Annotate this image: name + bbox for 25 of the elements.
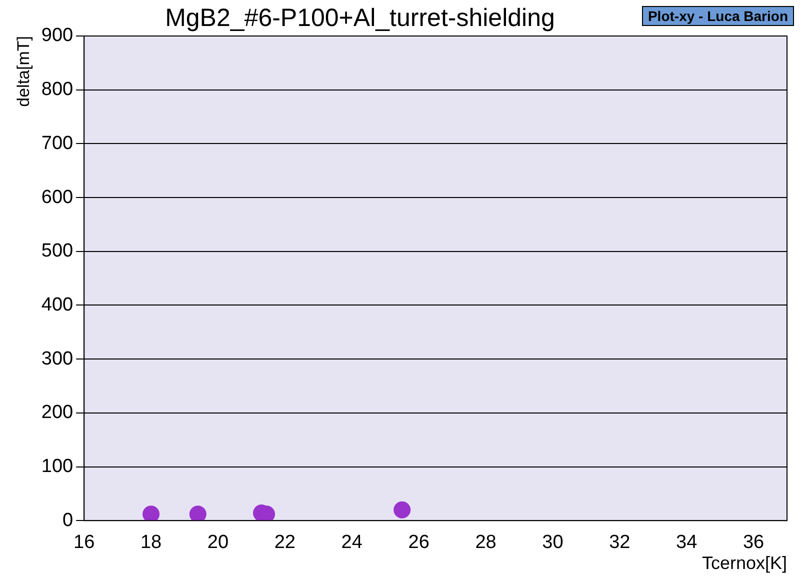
x-tick-label: 26 <box>408 532 430 554</box>
x-tick-label: 34 <box>676 532 698 554</box>
y-tick-label: 0 <box>62 510 74 531</box>
x-tick-label: 28 <box>475 532 496 554</box>
text: Plot-xy - Luca Barion <box>642 6 794 26</box>
y-tick-label: 400 <box>41 294 74 316</box>
y-tick-label: 600 <box>41 186 74 208</box>
x-tick-label: 20 <box>207 532 229 554</box>
x-tick-label: 36 <box>742 532 764 554</box>
x-tick-label: 18 <box>140 532 162 554</box>
y-tick-label: 300 <box>41 348 74 370</box>
x-tick-label: 16 <box>74 532 95 554</box>
x-tick-label: 22 <box>274 532 296 554</box>
x-axis-title: Tcernox[K] <box>702 553 787 574</box>
y-tick-label: 500 <box>41 240 74 262</box>
x-tick-label: 24 <box>341 532 363 554</box>
y-axis-title: delta[mT] <box>14 36 33 107</box>
chart-title: MgB2_#6-P100+Al_turret-shielding <box>165 4 555 32</box>
y-tick-label: 200 <box>41 402 74 424</box>
x-tick-label: 32 <box>609 532 630 554</box>
y-tick-label: 800 <box>41 79 74 100</box>
y-tick-label: 100 <box>41 456 74 477</box>
y-tick-label: 700 <box>41 132 74 154</box>
x-tick-label: 30 <box>542 532 564 554</box>
y-tick-label: 900 <box>41 25 74 46</box>
